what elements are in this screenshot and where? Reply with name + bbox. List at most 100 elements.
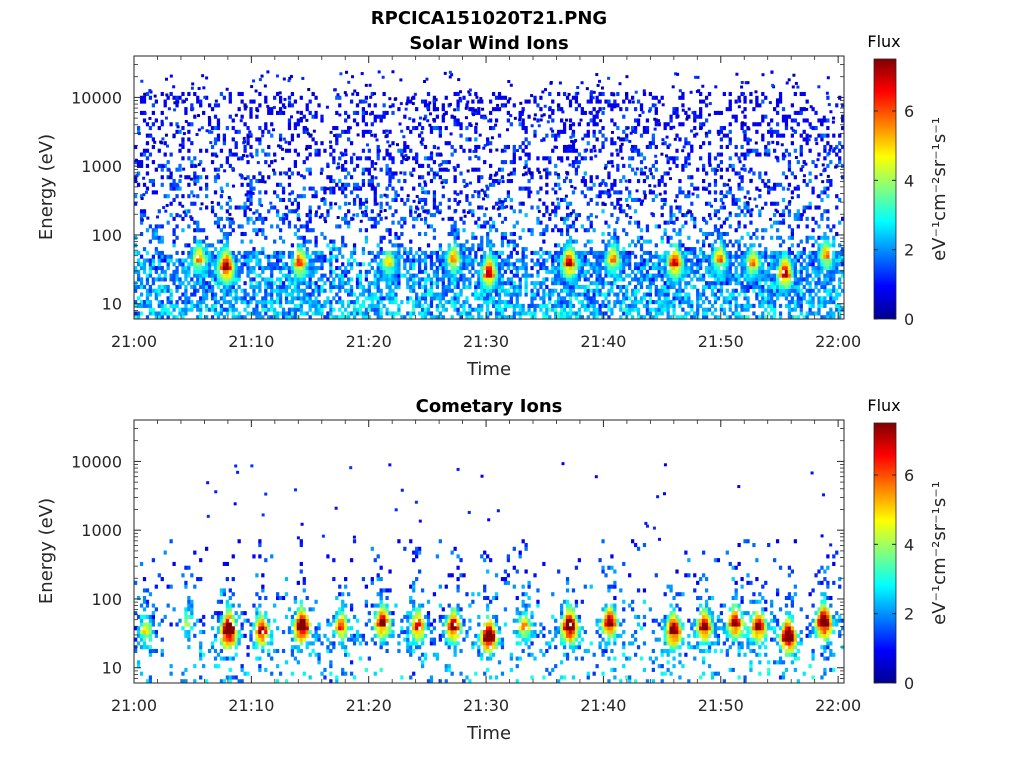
heatmap-cell (228, 220, 232, 225)
heatmap-cell (166, 311, 170, 316)
heatmap-cell (305, 239, 309, 244)
heatmap-cell (483, 292, 487, 297)
heatmap-cell (308, 228, 312, 233)
heatmap-cell (651, 277, 655, 282)
heatmap-cell (205, 284, 209, 290)
heatmap-cell (157, 148, 161, 153)
heatmap-cell (719, 284, 724, 290)
heatmap-cell (761, 118, 765, 123)
heatmap-cell (675, 110, 679, 115)
heatmap-cell (216, 266, 221, 271)
heatmap-cell (432, 160, 437, 165)
heatmap-cell (678, 284, 682, 290)
heatmap-cell (456, 258, 460, 263)
heatmap-cell (326, 209, 330, 214)
heatmap-cell (731, 197, 735, 202)
heatmap-cell (468, 303, 472, 308)
heatmap-cell (592, 118, 596, 123)
heatmap-cell (707, 254, 712, 259)
heatmap-cell (574, 266, 579, 271)
heatmap-cell (693, 262, 697, 267)
heatmap-cell (332, 296, 336, 301)
heatmap-cell (728, 296, 732, 301)
heatmap-cell (512, 156, 516, 161)
heatmap-cell (418, 277, 422, 282)
heatmap-cell (719, 303, 724, 308)
heatmap-cell (678, 273, 682, 278)
heatmap-cell (462, 311, 466, 316)
heatmap-cell (595, 269, 599, 274)
heatmap-cell (423, 201, 428, 206)
heatmap-cell (710, 266, 715, 271)
heatmap-cell (193, 273, 197, 278)
heatmap-cell (264, 216, 268, 221)
heatmap-cell (338, 307, 342, 312)
heatmap-cell (500, 300, 505, 305)
heatmap-cell (601, 284, 605, 290)
heatmap-cell (598, 281, 602, 286)
heatmap-cell (441, 284, 445, 290)
heatmap-cell (595, 258, 599, 263)
heatmap-cell (429, 300, 434, 305)
heatmap-cell (323, 258, 327, 263)
heatmap-cell (749, 250, 753, 255)
heatmap-cell (394, 262, 398, 267)
heatmap-cell (148, 288, 153, 293)
heatmap-cell (344, 216, 348, 221)
heatmap-cell (225, 182, 229, 187)
heatmap-cell (157, 126, 161, 131)
heatmap-cell (409, 296, 413, 301)
heatmap-cell (551, 133, 555, 138)
heatmap-cell (770, 201, 774, 206)
heatmap-cell (349, 156, 354, 161)
heatmap-cell (166, 194, 170, 199)
heatmap-cell (636, 269, 641, 274)
heatmap-cell (276, 250, 280, 255)
heatmap-cell (370, 250, 374, 255)
heatmap-cell (648, 190, 653, 195)
heatmap-cell (287, 220, 292, 225)
heatmap-cell (530, 266, 534, 271)
heatmap-cell (468, 137, 472, 142)
heatmap-cell (379, 296, 383, 301)
heatmap-cell (580, 262, 584, 267)
heatmap-cell (764, 300, 768, 305)
heatmap-cell (426, 273, 431, 278)
heatmap-cell (616, 284, 620, 290)
heatmap-cell (329, 205, 333, 210)
heatmap-cell (551, 262, 555, 267)
heatmap-cell (228, 95, 232, 100)
heatmap-cell (296, 281, 300, 286)
heatmap-cell (228, 262, 232, 267)
heatmap-cell (690, 247, 694, 252)
heatmap-cell (338, 205, 342, 210)
heatmap-cell (355, 284, 360, 290)
heatmap-cell (341, 277, 345, 282)
heatmap-cell (302, 114, 306, 119)
heatmap-cell (311, 228, 315, 233)
heatmap-cell (687, 292, 691, 297)
heatmap-cell (536, 118, 540, 123)
heatmap-cell (500, 175, 505, 180)
heatmap-cell (344, 288, 348, 293)
heatmap-cell (444, 307, 448, 312)
heatmap-cell (344, 220, 348, 225)
heatmap-cell (296, 296, 300, 301)
heatmap-cell (364, 273, 369, 278)
heatmap-cell (267, 107, 271, 112)
heatmap-cell (172, 303, 176, 308)
heatmap-cell (657, 178, 661, 184)
heatmap-cell (154, 235, 158, 240)
heatmap-cell (684, 163, 688, 168)
heatmap-cell (255, 107, 259, 112)
heatmap-cell (580, 110, 584, 115)
heatmap-cell (770, 224, 774, 229)
heatmap-cell (651, 273, 655, 278)
heatmap-cell (435, 284, 440, 290)
heatmap-cell (388, 228, 392, 233)
heatmap-cell (249, 216, 253, 221)
heatmap-cell (234, 262, 238, 267)
heatmap-cell (308, 167, 312, 172)
heatmap-cell (160, 269, 164, 274)
heatmap-cell (314, 235, 318, 240)
